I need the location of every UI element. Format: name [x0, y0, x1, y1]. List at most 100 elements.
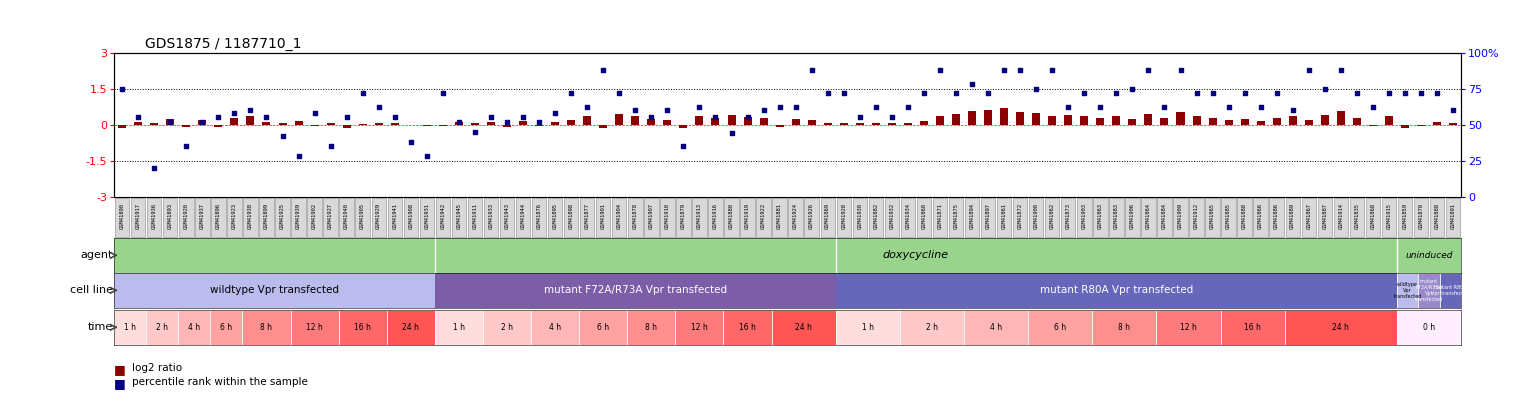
- Point: [399, 139, 423, 145]
- Bar: [116, 198, 129, 237]
- Bar: [612, 198, 627, 237]
- Point: [431, 90, 455, 96]
- Text: GSM41941: GSM41941: [393, 203, 397, 230]
- Point: [1137, 67, 1161, 73]
- Bar: [615, 114, 624, 125]
- Bar: [580, 310, 627, 345]
- Bar: [693, 198, 706, 237]
- Text: GSM41919: GSM41919: [746, 203, 750, 230]
- Bar: [963, 310, 1029, 345]
- Bar: [869, 198, 883, 237]
- Text: 6 h: 6 h: [597, 323, 609, 332]
- Text: GSM41928: GSM41928: [842, 203, 846, 230]
- Point: [126, 114, 151, 121]
- Point: [848, 114, 872, 121]
- Point: [350, 90, 374, 96]
- Point: [271, 133, 295, 139]
- Bar: [855, 123, 864, 125]
- Bar: [756, 198, 770, 237]
- Text: GSM41889: GSM41889: [1291, 203, 1295, 230]
- Point: [992, 67, 1017, 73]
- Bar: [580, 198, 595, 237]
- Point: [703, 114, 728, 121]
- Point: [735, 114, 759, 121]
- Bar: [1029, 310, 1093, 345]
- Bar: [1365, 198, 1380, 237]
- Bar: [629, 198, 642, 237]
- Bar: [371, 198, 387, 237]
- Text: GSM41916: GSM41916: [712, 203, 718, 230]
- Bar: [744, 117, 752, 125]
- Bar: [1333, 198, 1348, 237]
- Text: 12 h: 12 h: [306, 323, 323, 332]
- Text: GSM41867: GSM41867: [1306, 203, 1312, 230]
- Bar: [452, 198, 466, 237]
- Point: [559, 90, 583, 96]
- Bar: [180, 198, 193, 237]
- Bar: [1397, 273, 1419, 308]
- Text: 12 h: 12 h: [691, 323, 708, 332]
- Text: GSM41893: GSM41893: [167, 203, 174, 230]
- Point: [654, 107, 679, 113]
- Text: GSM41900: GSM41900: [1033, 203, 1038, 230]
- Bar: [1417, 125, 1425, 126]
- Bar: [1304, 120, 1313, 125]
- Text: GSM41913: GSM41913: [697, 203, 702, 230]
- Bar: [965, 198, 979, 237]
- Bar: [1318, 198, 1332, 237]
- Text: GSM41908: GSM41908: [408, 203, 414, 230]
- Bar: [1419, 273, 1440, 308]
- Text: GSM41932: GSM41932: [889, 203, 895, 230]
- Point: [222, 110, 247, 116]
- Text: GSM41859: GSM41859: [1402, 203, 1408, 230]
- Text: GSM41944: GSM41944: [521, 203, 525, 230]
- Text: GSM41873: GSM41873: [1065, 203, 1071, 230]
- Bar: [499, 198, 514, 237]
- Bar: [310, 125, 318, 126]
- Text: ■: ■: [114, 377, 126, 390]
- Point: [896, 104, 921, 111]
- Point: [976, 90, 1000, 96]
- Bar: [114, 310, 146, 345]
- Bar: [1221, 198, 1236, 237]
- Point: [1201, 90, 1225, 96]
- Text: GSM41835: GSM41835: [1355, 203, 1359, 230]
- Bar: [1368, 125, 1377, 126]
- Bar: [1286, 198, 1300, 237]
- Bar: [676, 198, 691, 237]
- Point: [254, 114, 279, 121]
- Text: GSM41876: GSM41876: [537, 203, 542, 230]
- Text: GSM41938: GSM41938: [248, 203, 253, 230]
- Bar: [374, 124, 382, 125]
- Point: [1280, 107, 1304, 113]
- Text: GSM41866: GSM41866: [1259, 203, 1263, 230]
- Point: [720, 130, 744, 136]
- Bar: [323, 198, 338, 237]
- Bar: [583, 116, 591, 125]
- Text: GSM41894: GSM41894: [970, 203, 974, 230]
- Point: [1361, 104, 1385, 111]
- Bar: [1096, 118, 1105, 125]
- Bar: [644, 198, 659, 237]
- Bar: [676, 310, 723, 345]
- Bar: [1049, 115, 1056, 125]
- Bar: [230, 118, 239, 125]
- Point: [831, 90, 855, 96]
- Text: GSM41933: GSM41933: [489, 203, 493, 230]
- Text: 2 h: 2 h: [501, 323, 513, 332]
- Text: GSM41871: GSM41871: [938, 203, 942, 230]
- Bar: [435, 310, 482, 345]
- Text: GSM41882: GSM41882: [874, 203, 878, 230]
- Text: GSM41943: GSM41943: [504, 203, 510, 230]
- Bar: [134, 122, 142, 125]
- Bar: [1400, 125, 1409, 128]
- Bar: [1397, 198, 1412, 237]
- Text: wildtype
Vpr
transfected: wildtype Vpr transfected: [1394, 282, 1422, 298]
- Bar: [307, 198, 321, 237]
- Bar: [210, 310, 242, 345]
- Point: [880, 114, 904, 121]
- Point: [799, 67, 823, 73]
- Text: 24 h: 24 h: [794, 323, 813, 332]
- Point: [239, 107, 263, 113]
- Text: GSM41891: GSM41891: [1450, 203, 1455, 230]
